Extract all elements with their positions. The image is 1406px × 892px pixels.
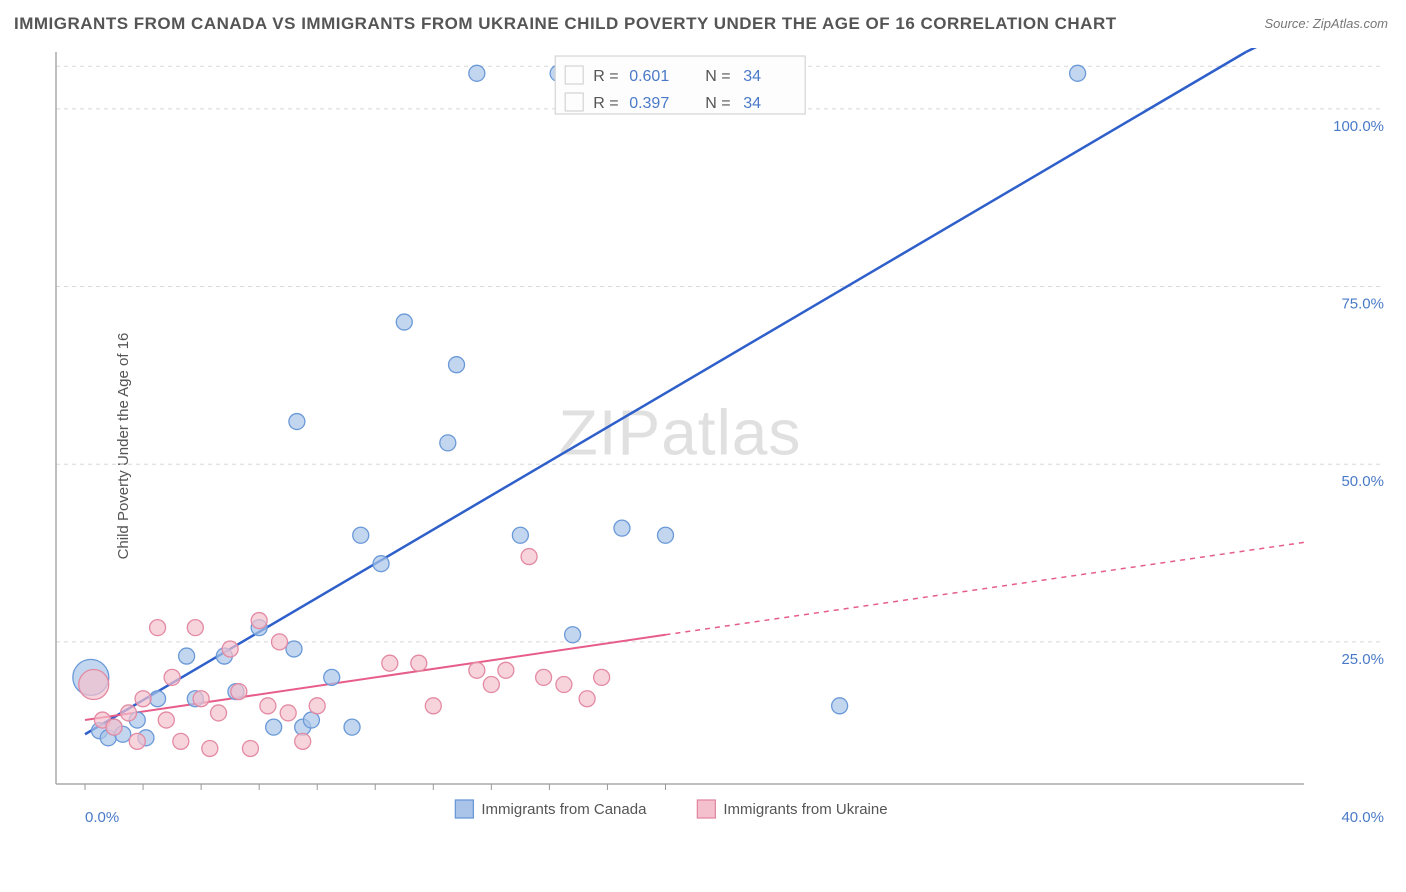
rbox-r-value: 0.397	[629, 95, 669, 112]
data-point	[498, 662, 514, 678]
data-point	[260, 698, 276, 714]
y-tick-label: 25.0%	[1341, 651, 1384, 668]
data-point	[512, 527, 528, 543]
data-point	[121, 705, 137, 721]
data-point	[129, 733, 145, 749]
data-point	[158, 712, 174, 728]
chart-svg: 25.0% 50.0% 75.0% 100.0% ZIPatlas 0.0% 40.0% Im…	[50, 48, 1390, 840]
data-point	[286, 641, 302, 657]
data-point	[594, 669, 610, 685]
data-point	[657, 527, 673, 543]
data-point	[251, 613, 267, 629]
data-point	[164, 669, 180, 685]
chart-plot-area: 25.0% 50.0% 75.0% 100.0% ZIPatlas 0.0% 40.0% Im…	[50, 48, 1390, 840]
data-point	[449, 357, 465, 373]
legend-swatch	[455, 800, 473, 818]
data-point	[150, 620, 166, 636]
data-point	[222, 641, 238, 657]
rbox-swatch	[565, 66, 583, 84]
watermark: ZIPatlas	[559, 397, 802, 469]
y-tick-label: 100.0%	[1333, 118, 1384, 135]
data-point	[79, 670, 109, 700]
data-point	[483, 677, 499, 693]
data-point	[373, 556, 389, 572]
data-point	[344, 719, 360, 735]
rbox-n-label: N =	[705, 68, 730, 85]
data-point	[469, 662, 485, 678]
legend-swatch	[697, 800, 715, 818]
data-point	[565, 627, 581, 643]
data-point	[382, 655, 398, 671]
data-point	[425, 698, 441, 714]
data-point	[106, 719, 122, 735]
rbox-n-value: 34	[743, 95, 761, 112]
x-tick-label: 0.0%	[85, 809, 119, 826]
data-point	[614, 520, 630, 536]
legend-label: Immigrants from Ukraine	[723, 801, 887, 818]
y-tick-label: 75.0%	[1341, 296, 1384, 313]
data-point	[324, 669, 340, 685]
legend-label: Immigrants from Canada	[481, 801, 647, 818]
data-point	[173, 733, 189, 749]
data-point	[193, 691, 209, 707]
data-point	[1070, 65, 1086, 81]
data-point	[353, 527, 369, 543]
data-point	[556, 677, 572, 693]
chart-title: IMMIGRANTS FROM CANADA VS IMMIGRANTS FRO…	[14, 14, 1117, 34]
data-point	[295, 733, 311, 749]
trend-line-ext	[665, 542, 1304, 634]
data-point	[202, 740, 218, 756]
rbox-r-label: R =	[593, 95, 618, 112]
data-point	[187, 620, 203, 636]
data-point	[179, 648, 195, 664]
data-point	[469, 65, 485, 81]
rbox-swatch	[565, 93, 583, 111]
trend-line-ext	[1246, 48, 1304, 52]
data-point	[536, 669, 552, 685]
rbox-n-value: 34	[743, 68, 761, 85]
data-point	[135, 691, 151, 707]
data-point	[411, 655, 427, 671]
data-point	[440, 435, 456, 451]
data-point	[289, 414, 305, 430]
data-point	[211, 705, 227, 721]
rbox-n-label: N =	[705, 95, 730, 112]
rbox-r-value: 0.601	[629, 68, 669, 85]
data-point	[231, 684, 247, 700]
data-point	[309, 698, 325, 714]
data-point	[832, 698, 848, 714]
rbox-r-label: R =	[593, 68, 618, 85]
data-point	[521, 549, 537, 565]
x-tick-label: 40.0%	[1341, 809, 1384, 826]
source-label: Source: ZipAtlas.com	[1264, 16, 1388, 31]
data-point	[396, 314, 412, 330]
y-tick-label: 50.0%	[1341, 473, 1384, 490]
data-point	[271, 634, 287, 650]
data-point	[266, 719, 282, 735]
data-point	[579, 691, 595, 707]
data-point	[150, 691, 166, 707]
data-point	[280, 705, 296, 721]
correlation-box: R = 0.601 N = 34 R = 0.397 N = 34	[555, 56, 805, 114]
data-point	[242, 740, 258, 756]
